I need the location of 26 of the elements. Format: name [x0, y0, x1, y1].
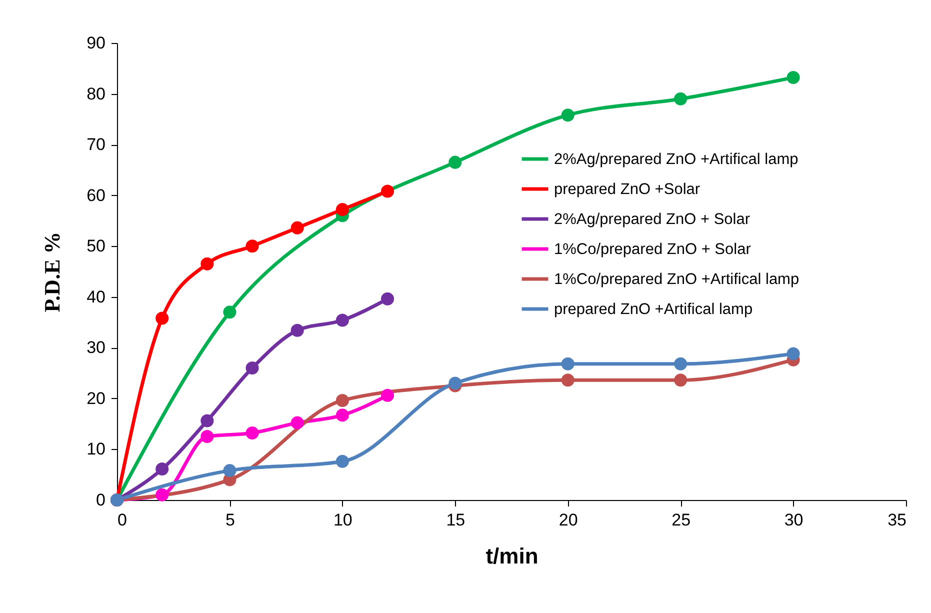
x-tick-label: 0: [118, 510, 127, 530]
y-tick-label: 90: [86, 34, 106, 52]
legend-label: 2%Ag/prepared ZnO +Artifical lamp: [554, 151, 798, 168]
legend-label: 1%Co/prepared ZnO + Solar: [554, 241, 751, 258]
x-tick-label: 30: [784, 510, 804, 530]
y-tick-label: 60: [86, 186, 106, 205]
y-tick-label: 70: [86, 135, 106, 154]
x-tick-label: 20: [558, 510, 578, 530]
legend-label: 1%Co/prepared ZnO +Artifical lamp: [554, 271, 800, 288]
y-tick-label: 10: [86, 440, 106, 459]
y-tick-label: 80: [86, 84, 106, 104]
legend-label: prepared ZnO +Solar: [554, 181, 700, 198]
x-tick-label: 5: [225, 510, 235, 530]
x-tick-label: 35: [888, 510, 906, 530]
x-axis-title: t/min: [486, 544, 538, 568]
y-tick-label: 0: [96, 490, 106, 510]
x-tick-label: 25: [672, 510, 691, 530]
y-tick-label: 50: [86, 236, 106, 256]
y-tick-label: 40: [86, 287, 106, 306]
legend-label: prepared ZnO +Artifical lamp: [554, 301, 753, 318]
y-tick-label: 20: [86, 388, 106, 408]
y-axis-title: P.D.E %: [40, 232, 65, 312]
legend-label: 2%Ag/prepared ZnO + Solar: [554, 211, 750, 228]
x-tick-label: 15: [446, 510, 466, 530]
x-tick-label: 10: [333, 510, 352, 530]
y-tick-label: 30: [86, 338, 106, 358]
